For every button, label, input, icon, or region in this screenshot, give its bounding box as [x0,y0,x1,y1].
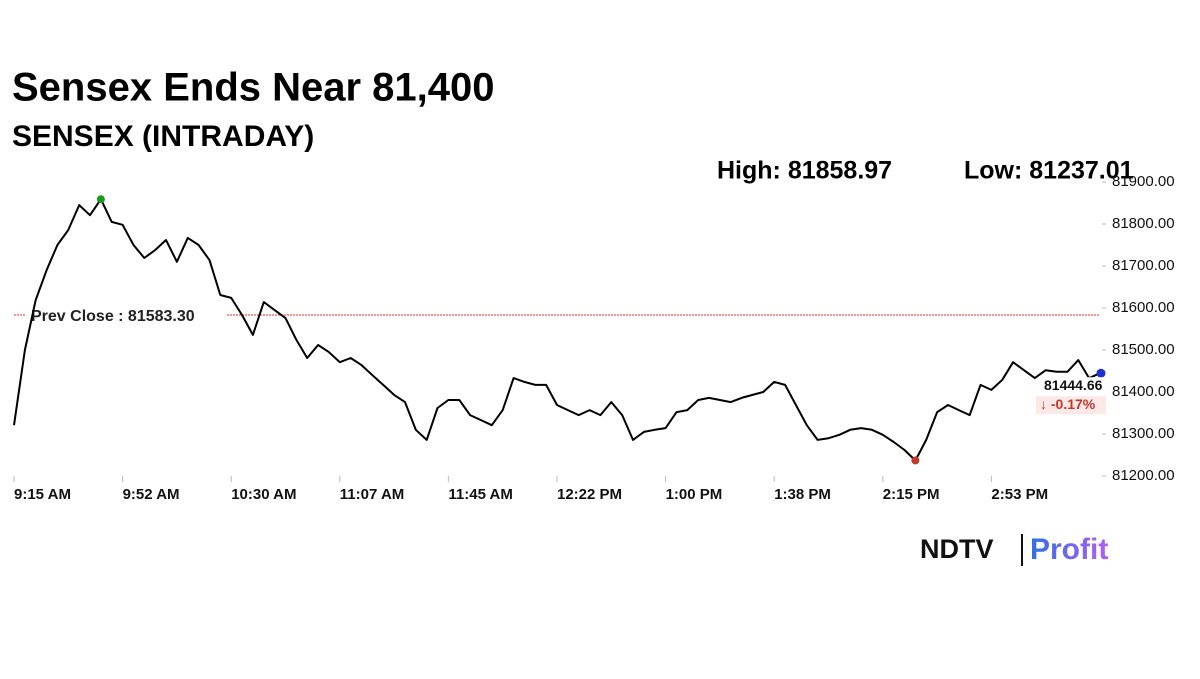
change-label: ↓ -0.17% [1040,396,1096,412]
prev-close-label: Prev Close : 81583.30 [31,308,195,325]
x-tick-label: 9:52 AM [123,486,180,503]
y-tick-label: 81300.00 [1112,425,1175,442]
x-tick-label: 10:30 AM [231,486,296,503]
x-tick-label: 9:15 AM [14,486,71,503]
y-tick-label: 81800.00 [1112,215,1175,232]
last-marker [1096,368,1106,378]
change-bg [1036,396,1106,415]
x-tick-label: 1:38 PM [774,486,831,503]
low-marker [911,456,920,465]
y-tick-label: 81400.00 [1112,383,1175,400]
last-label-bg [1040,377,1112,396]
y-tick-label: 81200.00 [1112,467,1175,484]
y-tick-label: 81900.00 [1112,173,1175,190]
x-tick-label: 2:15 PM [883,486,940,503]
chart-subtitle: SENSEX (INTRADAY) [12,120,314,153]
y-tick-label: 81600.00 [1112,299,1175,316]
high-marker [96,195,105,204]
y-tick-label: 81700.00 [1112,257,1175,274]
x-tick-label: 12:22 PM [557,486,622,503]
brand-name: NDTV [920,534,994,564]
y-tick-label: 81500.00 [1112,341,1175,358]
chart-title: Sensex Ends Near 81,400 [12,66,495,110]
x-tick-label: 1:00 PM [666,486,723,503]
prev-close-bg [26,305,226,326]
low-label: Low: 81237.01 [964,157,1134,185]
high-label: High: 81858.97 [717,157,892,185]
brand-product: Profit [1030,533,1108,566]
x-tick-label: 11:07 AM [340,486,404,503]
last-label: 81444.66 [1044,377,1103,393]
price-line [13,198,1101,462]
x-tick-label: 2:53 PM [991,486,1048,503]
x-tick-label: 11:45 AM [448,486,512,503]
